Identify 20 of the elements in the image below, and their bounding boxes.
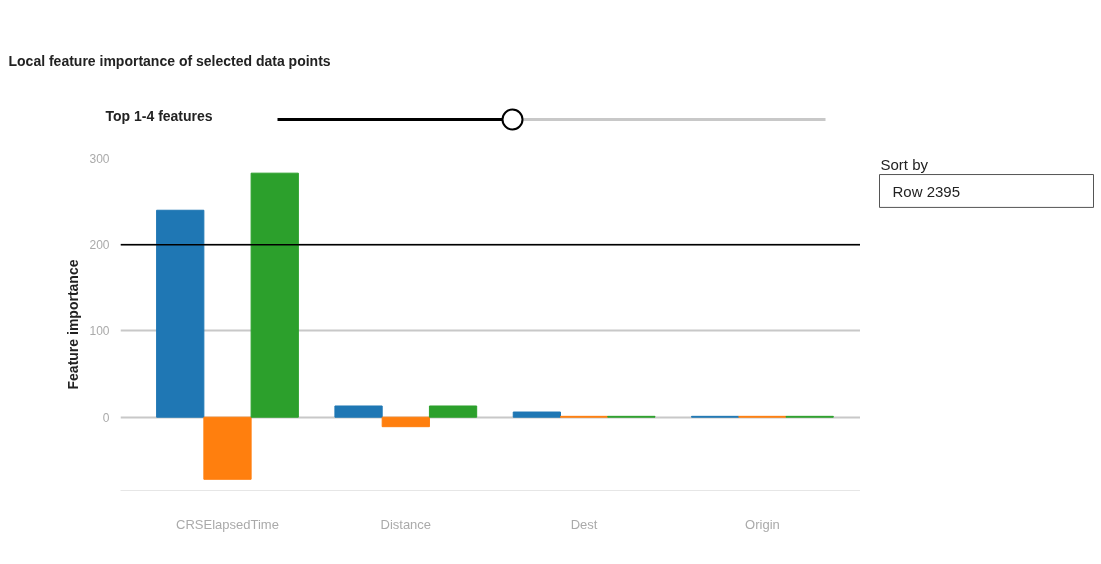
- bar: [203, 416, 252, 480]
- bar: [512, 411, 561, 418]
- x-tick-label: CRSElapsedTime: [176, 516, 279, 532]
- text: Top 1-4 features: [105, 107, 213, 124]
- x-tick-label: Origin: [745, 516, 780, 532]
- y-axis-title: Feature importance: [65, 259, 82, 390]
- bar: [334, 405, 383, 418]
- chart-title: Local feature importance of selected data points: [8, 52, 331, 69]
- bar: [428, 405, 478, 418]
- y-tick-label: 300: [89, 152, 110, 166]
- bar: [156, 209, 205, 418]
- y-tick-label: 100: [89, 324, 110, 339]
- bar: [381, 416, 430, 428]
- text: Row 2395: [892, 182, 961, 200]
- y-tick-label: 200: [89, 238, 110, 253]
- x-tick-label: Distance: [380, 516, 432, 532]
- bar: [250, 172, 299, 418]
- text: Sort by: [880, 156, 929, 174]
- y-tick-label: 0: [102, 410, 110, 425]
- x-tick-label: Dest: [570, 516, 598, 532]
